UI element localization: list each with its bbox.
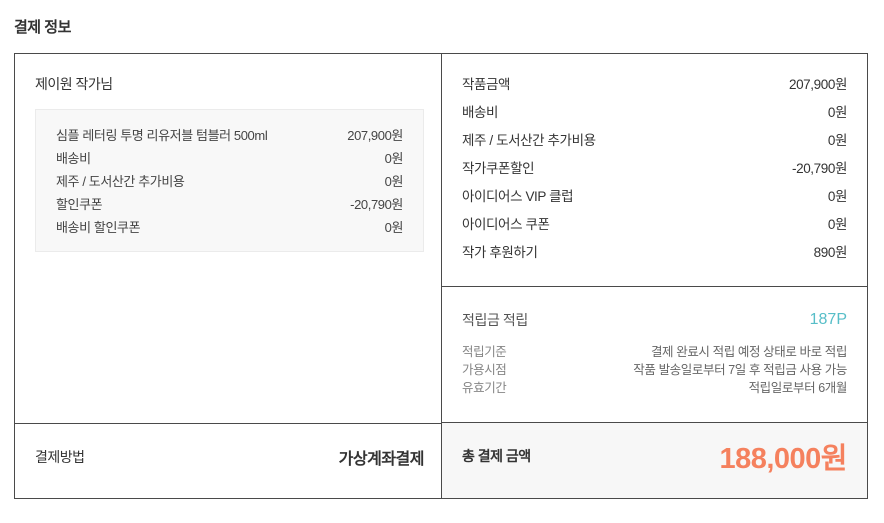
summary-row: 아이디어스 쿠폰 0원 [462, 209, 847, 237]
points-section: 적립금 적립 187P 적립기준 결제 완료시 적립 예정 상태로 바로 적립 … [442, 286, 867, 422]
detail-label: 적립기준 [462, 344, 507, 359]
summary-row: 배송비 0원 [462, 97, 847, 125]
item-name: 심플 레터링 투명 리유저블 텀블러 500ml [56, 128, 268, 143]
order-item-row: 배송비 0원 [56, 146, 403, 169]
item-price: -20,790원 [350, 197, 403, 212]
summary-value: 207,900원 [788, 77, 847, 92]
points-details: 적립기준 결제 완료시 적립 예정 상태로 바로 적립 가용시점 작품 발송일로… [462, 341, 847, 395]
item-name: 배송비 [56, 151, 91, 166]
seller-panel: 제이원 작가님 심플 레터링 투명 리유저블 텀블러 500ml 207,900… [15, 54, 441, 498]
order-item-row: 제주 / 도서산간 추가비용 0원 [56, 169, 403, 192]
summary-value: 0원 [827, 189, 848, 204]
total-value: 188,000원 [719, 442, 847, 475]
summary-label: 작품금액 [462, 77, 511, 92]
total-label: 총 결제 금액 [462, 447, 531, 464]
total-payment-section: 총 결제 금액 188,000원 [442, 422, 867, 498]
detail-value: 작품 발송일로부터 7일 후 적립금 사용 가능 [633, 362, 847, 377]
item-name: 배송비 할인쿠폰 [56, 220, 141, 235]
order-items-box: 심플 레터링 투명 리유저블 텀블러 500ml 207,900원 배송비 0원… [35, 109, 424, 252]
summary-value: 0원 [827, 105, 848, 120]
order-item-row: 할인쿠폰 -20,790원 [56, 192, 403, 215]
seller-name: 제이원 작가님 [35, 76, 113, 92]
page-title: 결제 정보 [14, 19, 71, 36]
order-item-row: 배송비 할인쿠폰 0원 [56, 215, 403, 238]
summary-row: 작가 후원하기 890원 [462, 237, 847, 265]
item-price: 0원 [384, 151, 404, 166]
item-name: 할인쿠폰 [56, 197, 103, 212]
summary-label: 작가쿠폰할인 [462, 161, 535, 176]
payment-method-label: 결제방법 [35, 449, 85, 465]
payment-method-value: 가상계좌결제 [338, 451, 425, 468]
detail-value: 적립일로부터 6개월 [748, 380, 848, 395]
summary-label: 아이디어스 VIP 클럽 [462, 189, 574, 204]
payment-info-box: 제이원 작가님 심플 레터링 투명 리유저블 텀블러 500ml 207,900… [14, 53, 868, 499]
summary-row: 작품금액 207,900원 [462, 69, 847, 97]
summary-value: 0원 [827, 217, 848, 232]
summary-label: 배송비 [462, 105, 499, 120]
points-detail-row: 가용시점 작품 발송일로부터 7일 후 적립금 사용 가능 [462, 359, 847, 377]
price-summary-section: 작품금액 207,900원 배송비 0원 제주 / 도서산간 추가비용 0원 작… [442, 54, 867, 286]
item-price: 0원 [384, 220, 404, 235]
points-detail-row: 적립기준 결제 완료시 적립 예정 상태로 바로 적립 [462, 341, 847, 359]
summary-row: 작가쿠폰할인 -20,790원 [462, 153, 847, 181]
points-label: 적립금 적립 [462, 312, 528, 328]
summary-value: 0원 [827, 133, 848, 148]
summary-value: -20,790원 [791, 161, 847, 176]
detail-label: 가용시점 [462, 362, 507, 377]
summary-value: 890원 [813, 245, 848, 260]
summary-panel: 작품금액 207,900원 배송비 0원 제주 / 도서산간 추가비용 0원 작… [441, 54, 867, 498]
summary-row: 아이디어스 VIP 클럽 0원 [462, 181, 847, 209]
summary-row: 제주 / 도서산간 추가비용 0원 [462, 125, 847, 153]
item-name: 제주 / 도서산간 추가비용 [56, 174, 185, 189]
points-head-row: 적립금 적립 187P [462, 310, 847, 330]
item-price: 207,900원 [347, 128, 403, 143]
summary-label: 제주 / 도서산간 추가비용 [462, 133, 596, 148]
detail-label: 유효기간 [462, 380, 507, 395]
seller-order-section: 제이원 작가님 심플 레터링 투명 리유저블 텀블러 500ml 207,900… [15, 54, 441, 423]
item-price: 0원 [384, 174, 404, 189]
points-detail-row: 유효기간 적립일로부터 6개월 [462, 377, 847, 395]
detail-value: 결제 완료시 적립 예정 상태로 바로 적립 [650, 344, 847, 359]
points-value: 187P [809, 311, 847, 328]
order-item-row: 심플 레터링 투명 리유저블 텀블러 500ml 207,900원 [56, 123, 403, 146]
summary-label: 아이디어스 쿠폰 [462, 217, 550, 232]
summary-label: 작가 후원하기 [462, 245, 538, 260]
payment-method-section: 결제방법 가상계좌결제 [15, 423, 441, 498]
